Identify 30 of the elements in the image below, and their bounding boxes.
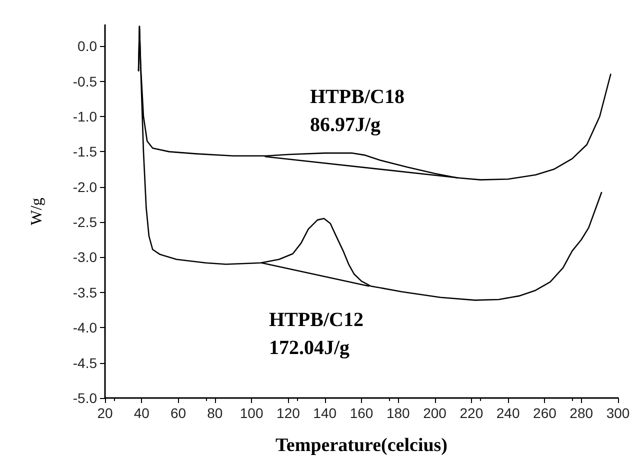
x-tick-label: 40 [134, 405, 150, 421]
y-tick-label: -4.0 [72, 320, 98, 336]
x-tick-label: 300 [606, 405, 630, 421]
y-axis-title: W/g [28, 198, 46, 226]
x-tick-label: 140 [313, 405, 337, 421]
y-tick-label: -3.5 [72, 284, 98, 300]
y-tick-label: -2.5 [72, 214, 98, 230]
y-tick-label: -0.5 [72, 73, 98, 90]
x-tick-label: 100 [240, 405, 264, 421]
annotation: HTPB/C18 86.97J/g [310, 86, 404, 136]
x-tick-label: 160 [350, 405, 374, 421]
x-axis-title: Temperature(celcius) [275, 435, 448, 456]
y-tick-label: -4.5 [72, 354, 98, 371]
annotation: HTPB/C12 172.04J/g [269, 309, 364, 359]
y-tick-label: 0.0 [78, 38, 98, 54]
x-tick-label: 240 [496, 405, 520, 421]
x-tick-label: 280 [570, 405, 594, 421]
x-tick-label: 120 [276, 405, 300, 421]
y-tick-label: -1.5 [72, 144, 98, 160]
x-tick-label: 80 [207, 405, 223, 421]
x-tick-label: 260 [533, 405, 557, 421]
x-tick-label: 200 [423, 405, 447, 421]
y-tick-label: -5.0 [72, 390, 98, 406]
x-tick-label: 180 [386, 405, 410, 421]
x-tick-label: 20 [97, 405, 113, 421]
y-tick-label: -3.0 [72, 249, 98, 266]
x-tick-label: 220 [460, 405, 484, 421]
y-tick-label: -1.0 [72, 108, 98, 124]
y-tick-label: -2.0 [72, 178, 98, 195]
x-tick-label: 60 [170, 405, 186, 421]
